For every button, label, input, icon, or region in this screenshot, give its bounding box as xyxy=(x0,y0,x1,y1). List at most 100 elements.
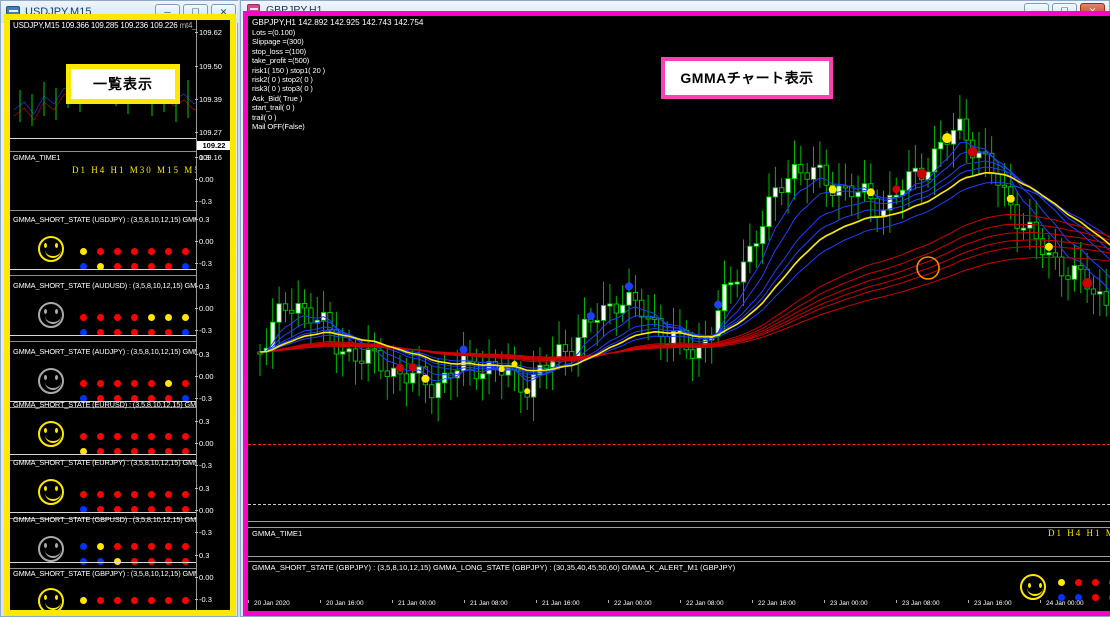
state-dot xyxy=(182,395,189,402)
panel-divider xyxy=(248,561,1110,562)
ichiran-annotation-box: 一覧表示 xyxy=(66,64,180,104)
signal-marker xyxy=(866,188,875,197)
time-axis-label: 21 Jan 08:00 xyxy=(470,600,508,607)
sentiment-face-icon xyxy=(38,536,64,562)
state-dot xyxy=(97,329,104,336)
ea-parameter-line: risk1( 150 ) stop1( 20 ) xyxy=(252,65,326,75)
state-dot xyxy=(1075,594,1082,601)
signal-marker xyxy=(1082,277,1093,288)
state-dot xyxy=(182,543,189,550)
state-dot xyxy=(131,395,138,402)
subscale-tick: 0.00 xyxy=(195,439,214,448)
subscale-tick: 0.00 xyxy=(195,175,214,184)
subscale-tick: 0.3 xyxy=(194,551,210,560)
gmma-annotation-box: GMMAチャート表示 xyxy=(661,57,833,99)
face-eyes xyxy=(44,309,58,314)
signal-marker xyxy=(511,361,518,368)
price-tick: 109.27 xyxy=(195,128,222,137)
state-dot xyxy=(97,558,104,565)
left-chart-highlight-frame: USDJPY,M15 109.366 109.285 109.236 109.2… xyxy=(4,14,236,616)
state-dot xyxy=(182,314,189,321)
state-dot xyxy=(131,448,138,455)
time-axis-label: 20 Jan 16:00 xyxy=(326,600,364,607)
gmma-annotation-label: GMMAチャート表示 xyxy=(680,70,814,86)
subscale-tick: 0.00 xyxy=(195,237,214,246)
state-dot xyxy=(80,395,87,402)
state-dot xyxy=(131,433,138,440)
state-dot xyxy=(114,543,121,550)
state-dot xyxy=(80,248,87,255)
gbpjpy-chart-window[interactable]: GBPJPY,H1 ─ ☐ ✕ GBPJPY,H1 142.892 142.92… xyxy=(240,0,1110,617)
usdjpy-chart-window[interactable]: USDJPY,M15 ─ ☐ ✕ USDJPY,M15 109.366 109.… xyxy=(0,0,239,617)
face-eyes xyxy=(44,428,58,433)
state-dot xyxy=(80,597,87,604)
gmma-time1-panel-label: GMMA_TIME1 xyxy=(252,529,303,538)
state-dot xyxy=(148,558,155,565)
state-dot xyxy=(97,433,104,440)
gbpjpy-chart-canvas[interactable]: GBPJPY,H1 142.892 142.925 142.743 142.75… xyxy=(248,16,1110,611)
subscale-tick: 0.3 xyxy=(194,350,210,359)
time-axis-tick xyxy=(968,600,969,603)
time-axis-label: 20 Jan 2020 xyxy=(254,600,290,607)
usdjpy-quote-text: USDJPY,M15 109.366 109.285 109.236 109.2… xyxy=(13,21,178,30)
state-dot xyxy=(165,380,172,387)
gmma-time1-panel-label: GMMA_TIME1 xyxy=(13,153,61,162)
panel-divider xyxy=(10,210,206,211)
signal-marker xyxy=(828,185,837,194)
price-tick: 109.39 xyxy=(195,95,222,104)
gmma-state-panel-label: GMMA_SHORT_STATE (AUDJPY) : (3,5,8,10,12… xyxy=(13,347,213,356)
state-dot xyxy=(97,395,104,402)
state-dot xyxy=(165,329,172,336)
state-dot xyxy=(1058,579,1065,586)
signal-marker xyxy=(942,133,953,144)
panel-divider xyxy=(10,335,206,336)
state-dot xyxy=(165,248,172,255)
panel-divider xyxy=(10,562,206,563)
sentiment-face-icon xyxy=(1020,574,1046,600)
signal-marker xyxy=(916,168,927,179)
state-dot xyxy=(97,506,104,513)
subscale-tick: 0.00 xyxy=(195,372,214,381)
state-dot xyxy=(114,448,121,455)
sentiment-face-icon xyxy=(38,368,64,394)
subscale-tick: -0.3 xyxy=(195,461,212,470)
state-dot xyxy=(165,597,172,604)
gbpjpy-quote-line: GBPJPY,H1 142.892 142.925 142.743 142.75… xyxy=(252,18,424,27)
state-dot xyxy=(97,448,104,455)
ea-parameter-line: risk2( 0 ) stop2( 0 ) xyxy=(252,75,313,84)
signal-marker xyxy=(1044,242,1053,251)
state-dot xyxy=(80,433,87,440)
state-dot xyxy=(97,597,104,604)
ichiran-annotation-label: 一覧表示 xyxy=(93,76,153,92)
usdjpy-price-scale[interactable]: 109.62 109.50 109.39 109.27 109.22 109.1… xyxy=(194,20,230,610)
subscale-tick: 0.3 xyxy=(194,282,210,291)
face-eyes xyxy=(44,595,58,600)
face-eyes xyxy=(44,543,58,548)
face-eyes xyxy=(1028,583,1042,588)
state-dot xyxy=(165,506,172,513)
state-dot xyxy=(165,543,172,550)
state-dot xyxy=(97,380,104,387)
time-axis-tick xyxy=(680,600,681,603)
state-dot xyxy=(97,543,104,550)
time-axis-tick xyxy=(248,600,249,603)
subscale-tick: -0.3 xyxy=(195,394,212,403)
timeframe-row-bottom: D1 H4 H1 M30 M15 M5 M1 xyxy=(1048,528,1110,538)
panel-divider xyxy=(248,527,1110,528)
state-dot xyxy=(114,263,121,270)
current-price-label: 109.22 xyxy=(197,141,230,150)
state-dot xyxy=(182,248,189,255)
usdjpy-chart-canvas[interactable]: USDJPY,M15 109.366 109.285 109.236 109.2… xyxy=(10,20,230,610)
panel-divider xyxy=(10,568,206,569)
time-axis-label: 21 Jan 00:00 xyxy=(398,600,436,607)
state-dot xyxy=(80,263,87,270)
state-dot xyxy=(80,506,87,513)
state-dot xyxy=(1092,579,1099,586)
time-axis-tick xyxy=(896,600,897,603)
state-dot xyxy=(182,380,189,387)
state-dot xyxy=(97,263,104,270)
state-dot xyxy=(148,314,155,321)
time-axis-tick xyxy=(1040,600,1041,603)
sentiment-face-icon xyxy=(38,588,64,610)
state-dot xyxy=(97,314,104,321)
